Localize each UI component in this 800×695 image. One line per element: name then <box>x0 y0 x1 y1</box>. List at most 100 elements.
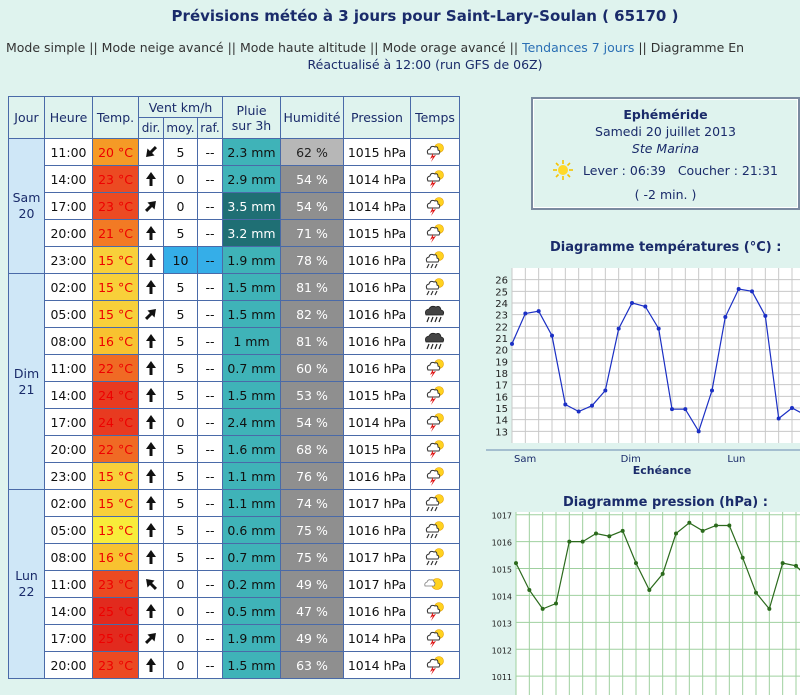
ephemeride-saint: Ste Marina <box>631 141 700 156</box>
table-row: 17:00 24 °C 0 -- 2.4 mm 54 % 1014 hPa <box>9 408 460 436</box>
data-point <box>630 301 634 305</box>
data-point <box>514 561 518 566</box>
cell-pluie: 1.5 mm <box>222 273 281 301</box>
cell-vent-raf: -- <box>197 597 223 625</box>
data-point <box>727 523 732 528</box>
cell-pluie: 1.9 mm <box>222 246 281 274</box>
data-point <box>714 523 718 528</box>
col-raf: raf. <box>197 117 223 139</box>
cell-pression: 1015 hPa <box>343 435 411 463</box>
data-point <box>710 388 714 393</box>
table-row: Sam 20 11:00 20 °C 5 -- 2.3 mm 62 % 1015 hPa <box>8 138 460 274</box>
cell-humidite: 81 % <box>280 273 344 301</box>
wind-dir-icon <box>138 489 164 517</box>
temperature-chart: 1314151617181920212223242526SamDimLunMar… <box>486 268 800 477</box>
cell-vent-moy: 5 <box>163 435 198 463</box>
cell-heure: 14:00 <box>44 597 93 625</box>
cell-vent-raf: -- <box>197 381 223 409</box>
table-row: 23:00 15 °C 5 -- 1.1 mm 76 % 1016 hPa <box>9 462 460 490</box>
nav-link-1[interactable]: Mode neige avancé <box>101 40 224 55</box>
cell-vent-raf: -- <box>197 165 223 193</box>
nav-separator: || <box>634 40 651 55</box>
cell-humidite: 82 % <box>280 300 344 328</box>
nav-link-3[interactable]: Mode orage avancé <box>382 40 506 55</box>
sun-icon <box>553 160 574 183</box>
cell-heure: 20:00 <box>44 219 93 247</box>
y-tick-label: 13 <box>495 427 508 438</box>
cell-temp: 25 °C <box>92 597 139 625</box>
day-label: Dim 21 <box>8 273 45 490</box>
data-point <box>510 341 514 346</box>
col-temp: Temp. <box>92 96 139 139</box>
x-day-label: Lun <box>727 454 745 465</box>
data-point <box>660 571 665 576</box>
y-tick-label: 23 <box>495 311 508 322</box>
y-tick-label: 1017 <box>492 512 512 521</box>
wind-dir-icon <box>138 516 164 544</box>
cell-humidite: 63 % <box>280 651 344 679</box>
cell-vent-moy: 5 <box>163 138 198 166</box>
data-point <box>634 561 638 566</box>
wind-dir-icon <box>138 624 164 652</box>
nav-link-5[interactable]: Diagramme En <box>650 40 745 55</box>
cell-temp: 13 °C <box>92 516 139 544</box>
cell-temp: 22 °C <box>92 435 139 463</box>
cell-vent-moy: 0 <box>163 651 198 679</box>
data-point <box>687 520 692 525</box>
wind-dir-icon <box>138 246 164 274</box>
data-point <box>550 333 554 338</box>
cell-vent-raf: -- <box>197 246 223 274</box>
table-row: 20:00 21 °C 5 -- 3.2 mm 71 % 1015 hPa <box>9 219 460 247</box>
cell-vent-moy: 5 <box>163 219 198 247</box>
table-row: 14:00 23 °C 0 -- 2.9 mm 54 % 1014 hPa <box>9 165 460 193</box>
x-day-label: Dim <box>621 454 641 465</box>
nav-link-0[interactable]: Mode simple <box>6 40 86 55</box>
weather-icon <box>410 192 460 220</box>
cell-pluie: 0.2 mm <box>222 570 281 598</box>
data-point <box>607 534 612 539</box>
cell-pression: 1014 hPa <box>343 651 411 679</box>
cell-vent-raf: -- <box>197 516 223 544</box>
cell-vent-moy: 5 <box>163 489 198 517</box>
y-tick-label: 1011 <box>492 673 512 682</box>
chart-plot-area <box>516 512 800 695</box>
nav-separator: || <box>85 40 102 55</box>
weather-icon <box>410 408 460 436</box>
page-title: Prévisions météo à 3 jours pour Saint-La… <box>171 7 679 25</box>
weather-icon <box>410 300 460 328</box>
cell-heure: 11:00 <box>44 138 93 166</box>
weather-icon <box>410 543 460 571</box>
wind-dir-icon <box>138 354 164 382</box>
cell-pluie: 1.9 mm <box>222 624 281 652</box>
table-row: 14:00 24 °C 5 -- 1.5 mm 53 % 1015 hPa <box>9 381 460 409</box>
weather-icon <box>410 246 460 274</box>
data-point <box>540 606 545 611</box>
cell-vent-raf: -- <box>197 273 223 301</box>
weather-icon <box>410 462 460 490</box>
data-point <box>740 555 745 560</box>
data-point <box>750 289 754 294</box>
sunrise-time: Lever : 06:39 <box>583 163 666 178</box>
cell-pression: 1015 hPa <box>343 138 411 166</box>
data-point <box>674 531 678 536</box>
nav-separator: || <box>505 40 523 55</box>
table-row: 11:00 23 °C 0 -- 0.2 mm 49 % 1017 hPa <box>9 570 460 598</box>
cell-vent-moy: 0 <box>163 408 198 436</box>
cell-vent-moy: 5 <box>163 273 198 301</box>
y-tick-label: 1016 <box>492 539 512 548</box>
ephemeride-date: Samedi 20 juillet 2013 <box>595 124 736 139</box>
sunset-time: Coucher : 21:31 <box>677 163 778 178</box>
cell-temp: 15 °C <box>92 246 139 274</box>
cell-pression: 1016 hPa <box>343 246 411 274</box>
day-label: Sam 20 <box>8 138 45 274</box>
wind-dir-icon <box>138 381 164 409</box>
cell-temp: 25 °C <box>92 624 139 652</box>
cell-vent-moy: 0 <box>163 624 198 652</box>
nav-link-4[interactable]: Tendances 7 jours <box>522 40 635 55</box>
data-point <box>523 311 528 316</box>
nav-link-2[interactable]: Mode haute altitude <box>239 40 367 55</box>
col-temps: Temps <box>410 96 460 139</box>
weather-icon <box>410 516 460 544</box>
col-pression: Pression <box>343 96 411 139</box>
cell-temp: 23 °C <box>92 570 139 598</box>
